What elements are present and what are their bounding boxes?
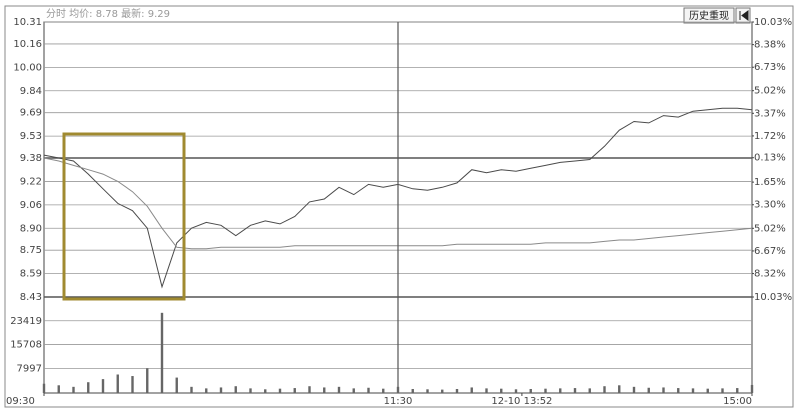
y-tick-label: 10.31 <box>13 17 42 28</box>
back-icon <box>739 10 749 21</box>
x-tick-label: 12-10 13:52 <box>491 396 552 407</box>
history-button-label[interactable]: 历史重现 <box>689 9 729 22</box>
y2-tick-label: 10.03% <box>754 292 792 303</box>
volume-bar <box>662 387 665 393</box>
volume-bar <box>529 388 532 393</box>
y2-tick-label: 5.02% <box>754 223 786 234</box>
volume-bar <box>573 388 577 393</box>
y-tick-label: 23419 <box>10 316 42 327</box>
volume-bar <box>175 377 178 393</box>
volume-bar <box>382 388 385 393</box>
y2-tick-label: 8.32% <box>754 269 786 280</box>
volume-bar <box>721 388 724 393</box>
frame <box>4 5 794 408</box>
volume-bar <box>72 386 75 393</box>
x-tick-label: 11:30 <box>384 396 413 407</box>
y-tick-label: 9.06 <box>20 200 42 211</box>
highlight-box <box>62 132 186 301</box>
volume-bar <box>264 389 267 393</box>
y-tick-label: 8.59 <box>20 269 42 280</box>
y2-tick-label: 10.03% <box>754 17 792 28</box>
y2-tick-label: 1.65% <box>754 177 786 188</box>
volume-bar <box>116 374 119 393</box>
volume-bar <box>249 388 252 393</box>
volume-bar <box>736 388 739 393</box>
volume-bar <box>411 388 414 393</box>
volume-bar <box>603 386 606 393</box>
volume-bar <box>219 387 223 393</box>
volume-bar <box>278 388 282 393</box>
volume-bar <box>234 386 237 393</box>
volume-bar <box>514 389 518 393</box>
volume-bar <box>544 388 547 393</box>
volume-bar <box>441 389 444 393</box>
y-tick-label: 9.84 <box>20 86 42 97</box>
volume-bar <box>367 387 370 393</box>
volume-bar <box>470 387 473 393</box>
y-tick-label: 8.75 <box>20 245 42 256</box>
volume-bar <box>691 388 695 393</box>
y-tick-label: 9.38 <box>20 153 42 164</box>
volume-bar <box>308 386 311 393</box>
volume-bar <box>500 388 503 393</box>
volume-bar <box>426 389 429 393</box>
volume-bar <box>647 387 650 393</box>
volume-bar <box>588 388 591 393</box>
y2-tick-label: 5.02% <box>754 86 786 97</box>
volume-bar <box>337 386 341 393</box>
volume-bar <box>131 376 134 393</box>
volume-bar <box>632 386 636 393</box>
volume-bar <box>618 385 621 393</box>
history-button[interactable] <box>683 7 735 24</box>
volume-bar <box>190 386 193 393</box>
y2-tick-label: 1.72% <box>754 131 786 142</box>
y-tick-label: 8.43 <box>20 292 42 303</box>
y2-tick-label: 6.67% <box>754 246 786 257</box>
y2-tick-label: 3.37% <box>754 108 786 119</box>
volume-bar <box>352 388 355 393</box>
volume-bar <box>293 388 296 393</box>
volume-bar <box>396 386 400 393</box>
y-tick-label: 10.16 <box>13 39 42 50</box>
y2-tick-label: 3.30% <box>754 200 786 211</box>
volume-bar <box>160 312 164 393</box>
volume-bar <box>146 368 149 393</box>
volume-bar <box>559 388 562 393</box>
volume-bar <box>87 382 90 393</box>
x-tick-label: 15:00 <box>723 396 752 407</box>
volume-bar <box>57 385 60 393</box>
volume-bar <box>485 388 488 393</box>
x-tick-label: 09:30 <box>6 396 35 407</box>
volume-bar <box>677 388 680 393</box>
y-tick-label: 15708 <box>10 340 42 351</box>
volume-bar <box>42 383 46 393</box>
y-tick-label: 7997 <box>17 363 42 374</box>
volume-bar <box>205 388 208 393</box>
volume-bar <box>323 387 326 393</box>
y-tick-label: 10.00 <box>13 62 42 73</box>
volume-bar <box>455 388 459 393</box>
volume-bar <box>750 384 754 393</box>
y2-tick-label: 8.38% <box>754 40 786 51</box>
y2-tick-label: 6.73% <box>754 62 786 73</box>
y-tick-label: 9.53 <box>20 131 42 142</box>
y-tick-label: 8.90 <box>20 223 42 234</box>
y2-tick-label: 0.13% <box>754 153 786 164</box>
y-tick-label: 9.22 <box>20 176 42 187</box>
volume-bar <box>101 379 105 393</box>
y-tick-label: 9.69 <box>20 108 42 119</box>
chart-title: 分时 均价: 8.78 最新: 9.29 <box>46 7 170 20</box>
volume-bar <box>706 388 709 393</box>
